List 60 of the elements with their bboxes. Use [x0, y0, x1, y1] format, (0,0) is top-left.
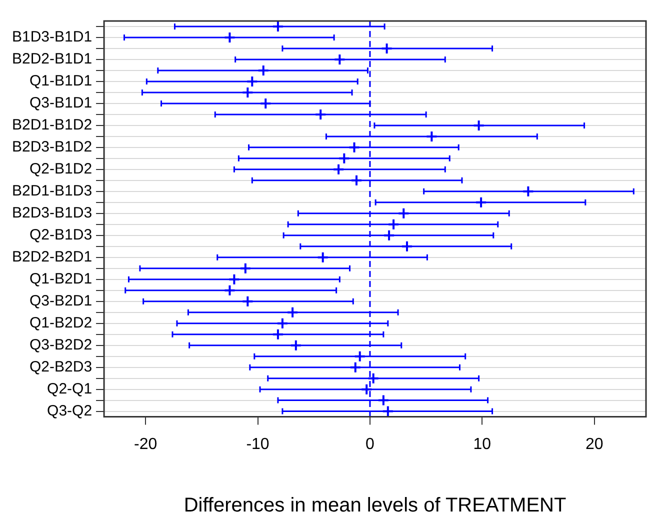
y-tick-label: Q1-B2D1 [30, 270, 92, 288]
y-tick-label: Q2-B2D3 [30, 358, 92, 376]
x-tick-label: -10 [246, 436, 270, 453]
point [224, 284, 236, 296]
point [228, 273, 240, 286]
y-tick-label: Q1-B2D2 [30, 314, 92, 332]
point [522, 185, 534, 198]
point [380, 42, 393, 54]
point [242, 295, 254, 308]
x-axis-title: Differences in mean levels of TREATMENT [184, 494, 566, 517]
point [350, 174, 363, 186]
point [377, 394, 390, 406]
point [224, 31, 236, 44]
x-tick-label: 0 [366, 436, 375, 453]
point [260, 97, 272, 110]
point [354, 350, 366, 362]
point [475, 196, 488, 208]
point [398, 207, 410, 220]
y-tick-label: B2D1-B1D2 [12, 116, 92, 134]
point [286, 306, 299, 318]
point [332, 163, 345, 176]
point [348, 141, 360, 154]
point [242, 86, 254, 98]
point [383, 229, 396, 242]
point [360, 383, 373, 396]
y-tick-label: B2D2-B2D1 [12, 248, 92, 266]
point [472, 119, 485, 132]
point [239, 262, 252, 274]
x-tick-label: -20 [134, 436, 158, 453]
point [272, 328, 284, 340]
point [382, 405, 394, 418]
point [314, 108, 327, 120]
point [334, 53, 346, 66]
y-tick-label: Q2-B1D2 [30, 160, 92, 178]
y-tick-label: B2D1-B1D3 [12, 182, 92, 200]
point [272, 20, 284, 32]
point [388, 218, 400, 230]
y-tick-label: Q2-Q1 [47, 380, 92, 398]
y-tick-label: Q3-B1D1 [30, 94, 92, 112]
point [257, 64, 270, 76]
y-tick-label: Q3-B2D1 [30, 292, 92, 310]
point [349, 361, 362, 374]
point [367, 372, 380, 384]
point [276, 317, 288, 330]
point [316, 251, 329, 264]
y-tick-label: B1D3-B1D1 [12, 28, 92, 46]
point [290, 339, 302, 352]
x-tick-label: 20 [585, 436, 604, 453]
point [426, 130, 438, 142]
y-tick-label: B2D2-B1D1 [12, 50, 92, 68]
y-tick-label: Q3-B2D2 [30, 336, 92, 354]
y-tick-label: B2D3-B1D3 [12, 204, 92, 222]
point [401, 240, 413, 252]
y-tick-label: Q1-B1D1 [30, 72, 92, 90]
x-tick-label: 10 [473, 436, 492, 453]
y-tick-label: Q3-Q2 [47, 402, 92, 420]
y-tick-label: Q2-B1D3 [30, 226, 92, 244]
point [246, 75, 258, 88]
y-tick-label: B2D3-B1D2 [12, 138, 92, 156]
point [338, 152, 350, 164]
